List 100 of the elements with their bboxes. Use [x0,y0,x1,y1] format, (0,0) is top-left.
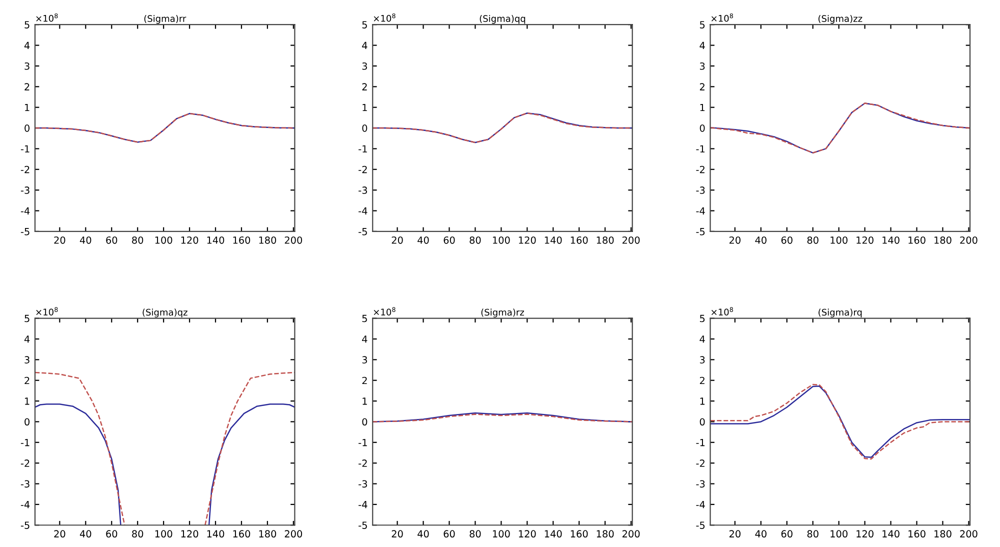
y-tick-label: -3 [696,186,705,194]
x-tick-label: 200 [960,236,978,244]
y-tick-label: 4 [700,42,705,49]
y-tick-label: -1 [358,145,367,152]
x-tick-label: 100 [830,236,848,244]
x-tick-label: 180 [596,236,614,244]
y-tick-label: 5 [24,314,30,322]
y-tick-label: -5 [358,228,367,236]
line-series [710,102,970,154]
y-tick-label: 3 [24,62,30,70]
x-tick-label: 80 [470,530,481,538]
x-tick-label: 180 [934,530,952,538]
y-tick-label: -3 [358,480,367,488]
y-tick-label: -2 [20,460,30,467]
line-series [372,112,632,144]
x-tick-label: 80 [132,530,144,538]
x-tick-label: 60 [444,530,455,538]
x-tick-label: 120 [856,236,874,244]
text: ×10$^{8}$ [36,307,58,316]
x-tick-label: 140 [207,236,224,244]
y-tick-label: 4 [24,336,30,343]
chart-title: (Sigma)rz [481,308,524,318]
y-tick-label: -1 [696,145,705,152]
y-tick-label: -5 [20,522,30,529]
y-tick-label: 2 [24,83,30,90]
y-tick-label: 0 [362,124,368,132]
y-tick-label: 4 [362,336,368,343]
x-tick-label: 160 [570,236,588,244]
x-tick-label: 180 [259,530,276,538]
x-tick-label: 100 [830,530,848,538]
y-tick-label: -5 [696,228,705,236]
x-tick-label: 160 [233,236,250,244]
x-tick-label: 200 [284,530,302,538]
y-tick-label: -4 [358,207,368,214]
y-tick-label: -3 [358,186,367,194]
x-tick-label: 100 [492,236,510,244]
text: ×10$^{8}$ [712,13,734,22]
x-tick-label: 160 [233,530,250,538]
y-tick-label: -2 [696,166,704,174]
x-tick-label: 20 [392,530,403,538]
x-tick-label: 120 [518,236,536,244]
x-tick-label: 200 [622,530,640,538]
x-tick-label: 60 [106,530,118,538]
y-tick-label: -4 [20,207,30,214]
y-tick-label: 1 [700,398,705,405]
x-tick-label: 140 [882,236,900,244]
x-tick-label: 100 [155,236,172,244]
y-tick-label: 0 [700,418,705,426]
y-tick-label: 0 [700,124,705,132]
y-tick-label: 2 [24,376,30,384]
y-tick-label: -4 [696,207,705,214]
y-tick-label: 1 [25,398,30,405]
y-tick-label: 3 [362,62,367,70]
x-tick-label: 120 [856,530,874,538]
y-tick-label: -5 [20,228,30,236]
y-tick-label: -4 [696,501,705,508]
x-tick-label: 40 [755,530,766,538]
text: ×10$^{8}$ [374,13,396,22]
x-tick-label: 40 [755,236,766,244]
x-tick-label: 160 [908,236,926,244]
y-tick-label: -1 [358,438,367,446]
x-tick-label: 120 [181,236,198,244]
y-tick-label: -3 [20,480,30,488]
x-tick-label: 80 [807,530,818,538]
chart-title: (Sigma)qz [142,308,188,318]
x-tick-label: 40 [418,530,429,538]
y-tick-label: 1 [700,104,705,112]
x-tick-label: 100 [492,530,510,538]
y-tick-label: 2 [700,83,704,90]
x-tick-label: 180 [934,236,952,244]
y-tick-label: 2 [362,83,367,90]
chart-title: (Sigma)rr [144,14,186,24]
y-tick-label: 4 [24,42,30,49]
x-tick-label: 100 [155,530,172,538]
x-tick-label: 140 [207,530,224,538]
y-tick-label: 0 [24,418,30,426]
x-tick-label: 140 [544,530,562,538]
y-tick-label: 5 [362,21,367,28]
y-tick-label: -3 [20,186,30,194]
y-tick-label: 5 [700,314,705,322]
x-tick-label: 80 [807,236,818,244]
y-tick-label: -2 [696,460,704,467]
x-tick-label: 200 [622,236,640,244]
x-tick-label: 60 [781,530,792,538]
x-tick-label: 20 [729,236,740,244]
y-tick-label: -1 [696,438,705,446]
y-tick-label: 3 [362,356,367,364]
y-tick-label: -5 [696,522,705,529]
line-series [35,112,295,143]
y-tick-label: 1 [25,104,30,112]
x-tick-label: 120 [181,530,198,538]
y-tick-label: 4 [362,42,368,49]
y-tick-label: -2 [20,166,30,174]
x-tick-label: 40 [80,236,92,244]
y-tick-label: 3 [700,356,705,364]
chart-title: (Sigma)qq [480,14,526,24]
x-tick-label: 160 [570,530,588,538]
y-tick-label: 3 [24,356,30,364]
text: ×10$^{8}$ [36,13,58,22]
x-tick-label: 20 [729,530,740,538]
